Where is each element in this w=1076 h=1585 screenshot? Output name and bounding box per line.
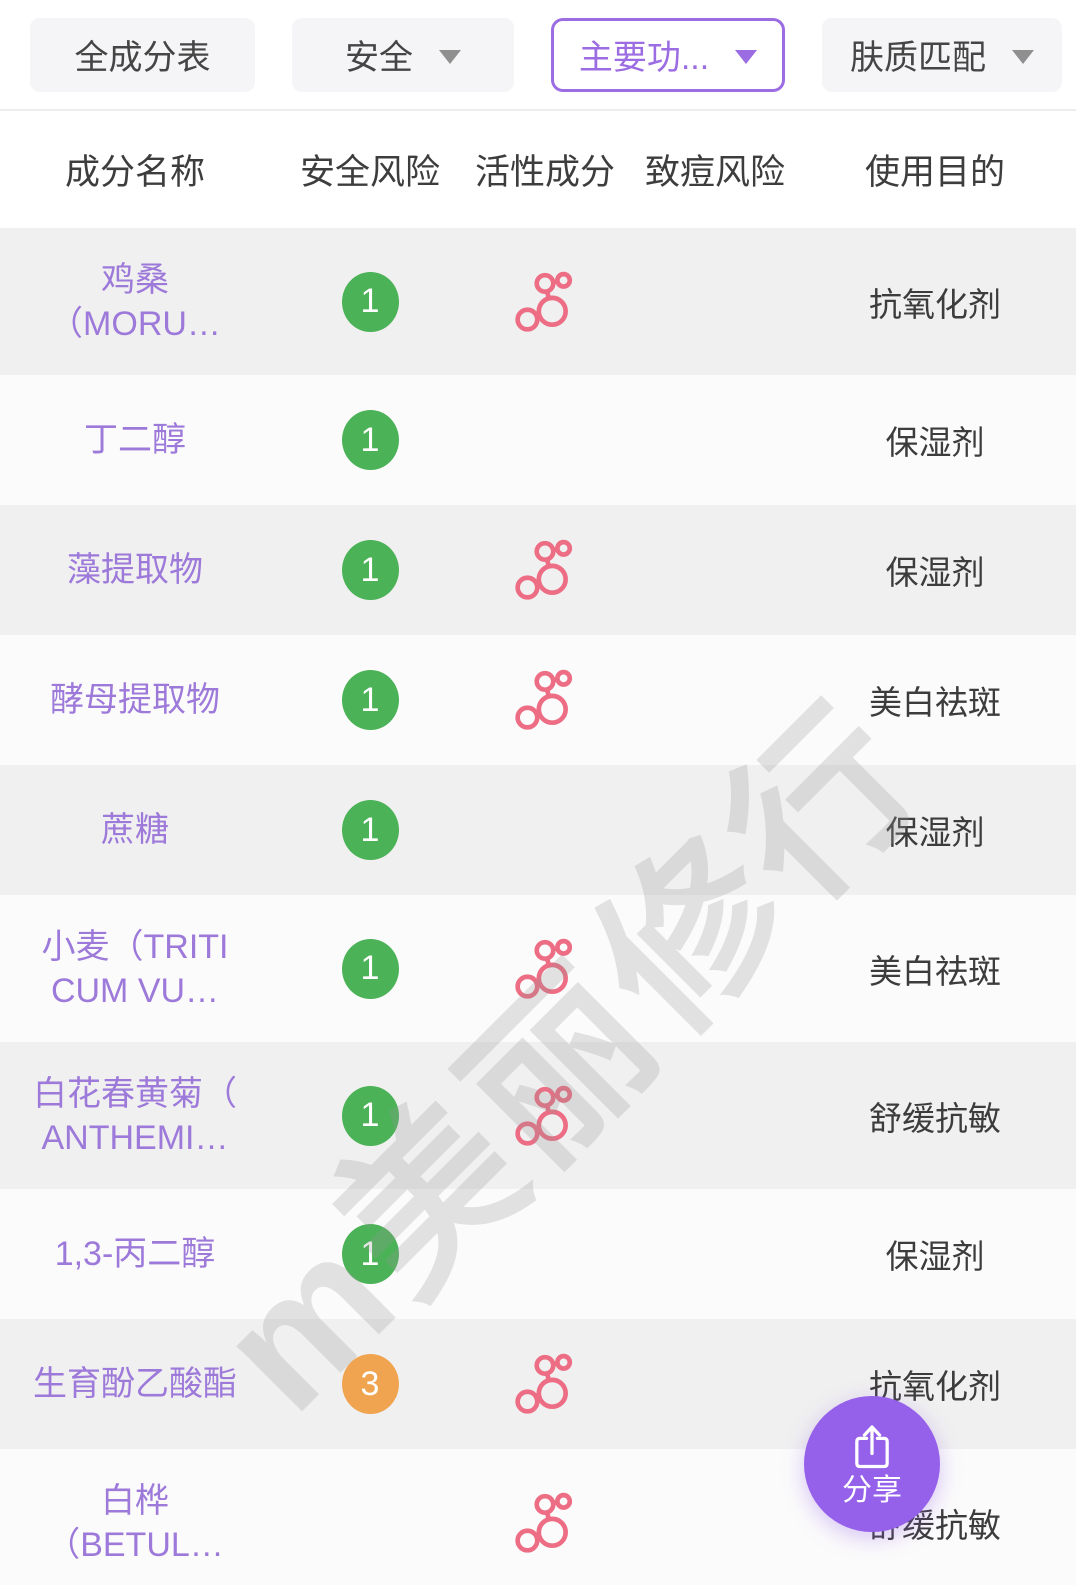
ingredient-name-line1: 白花春黄菊（: [33, 1074, 237, 1113]
tab-label: 肤质匹配: [850, 39, 986, 77]
column-header-safety-risk: 安全风险: [299, 153, 440, 192]
usage-purpose: 抗氧化剂: [869, 285, 1001, 323]
ingredient-name[interactable]: 白花春黄菊（ ANTHEMI…: [0, 1072, 270, 1160]
molecule-icon: [515, 1085, 573, 1146]
molecule-icon: [515, 539, 573, 600]
ingredient-name-line1: 丁二醇: [84, 421, 186, 459]
table-row[interactable]: 藻提取物 1 保湿剂: [0, 505, 1076, 635]
table-row[interactable]: 白花春黄菊（ ANTHEMI… 1 舒缓抗敏: [0, 1042, 1076, 1189]
tab-label: 全成分表: [74, 39, 211, 77]
table-row[interactable]: 丁二醇 1 保湿剂: [0, 375, 1076, 505]
ingredient-name-line1: 藻提取物: [67, 551, 203, 589]
ingredient-name-line1: 1,3-丙二醇: [54, 1235, 216, 1273]
safety-risk-cell: 1: [270, 271, 470, 332]
table-header-row: 成分名称 安全风险 活性成分 致痘风险 使用目的: [0, 111, 1076, 228]
molecule-icon: [515, 938, 573, 999]
ingredient-name[interactable]: 生育酚乙酸酯: [0, 1362, 270, 1406]
safety-risk-badge: 1: [341, 938, 399, 999]
ingredient-name-line1: 蔗糖: [101, 811, 169, 849]
tab-label: 安全: [345, 39, 413, 77]
active-ingredient-cell: [470, 408, 620, 472]
safety-risk-badge: 1: [341, 800, 399, 860]
ingredient-name[interactable]: 蔗糖: [0, 808, 270, 852]
column-header-usage-purpose: 使用目的: [864, 153, 1005, 192]
chevron-down-icon: [1012, 49, 1034, 64]
usage-purpose: 保湿剂: [885, 554, 985, 591]
usage-purpose: 保湿剂: [885, 424, 985, 461]
usage-purpose: 保湿剂: [885, 1238, 985, 1275]
ingredient-name[interactable]: 鸡桑 （MORU…: [0, 258, 270, 346]
molecule-icon: [515, 669, 573, 730]
molecule-icon: [515, 271, 573, 332]
active-ingredient-cell: [470, 1491, 620, 1555]
share-icon: [855, 1425, 889, 1469]
column-header-active-ingredient: 活性成分: [474, 153, 615, 192]
safety-risk-badge: 1: [341, 1224, 399, 1284]
safety-risk-badge: 1: [341, 670, 399, 730]
active-ingredient-cell: [470, 937, 620, 1001]
safety-risk-badge: 1: [341, 271, 399, 332]
tab-skin-type-match[interactable]: 肤质匹配: [822, 17, 1062, 92]
share-button-label: 分享: [842, 1474, 902, 1507]
tab-label: 主要功...: [578, 39, 710, 77]
table-row[interactable]: 酵母提取物 1 美白祛斑: [0, 635, 1076, 765]
ingredient-name[interactable]: 1,3-丙二醇: [0, 1232, 270, 1276]
chevron-down-icon: [735, 49, 758, 64]
table-row[interactable]: 小麦（TRITI CUM VU… 1 美白祛斑: [0, 895, 1076, 1042]
ingredient-name-line1: 生育酚乙酸酯: [33, 1365, 237, 1403]
safety-risk-cell: 3: [270, 1354, 470, 1414]
ingredient-name[interactable]: 藻提取物: [0, 548, 270, 592]
table-row[interactable]: 鸡桑 （MORU… 1 抗氧化剂: [0, 228, 1076, 375]
ingredient-name[interactable]: 丁二醇: [0, 418, 270, 462]
column-header-ingredient-name: 成分名称: [64, 153, 205, 192]
safety-risk-badge: 3: [341, 1354, 399, 1414]
active-ingredient-cell: [470, 1084, 620, 1148]
usage-purpose: 舒缓抗敏: [869, 1099, 1001, 1137]
ingredient-name-line1: 鸡桑: [101, 260, 169, 299]
table-row[interactable]: 蔗糖 1 保湿剂: [0, 765, 1076, 895]
safety-risk-badge: 1: [341, 1085, 399, 1146]
ingredient-name-line1: 酵母提取物: [50, 681, 220, 719]
safety-risk-cell: 1: [270, 800, 470, 860]
safety-risk-cell: 1: [270, 540, 470, 600]
table-row[interactable]: 1,3-丙二醇 1 保湿剂: [0, 1189, 1076, 1319]
ingredient-name[interactable]: 酵母提取物: [0, 678, 270, 722]
safety-risk-badge: 1: [341, 410, 399, 470]
ingredient-name-line2: （MORU…: [49, 304, 221, 343]
active-ingredient-cell: [470, 1222, 620, 1286]
ingredient-name-line2: （BETUL…: [46, 1525, 224, 1564]
ingredient-name-line2: ANTHEMI…: [41, 1118, 229, 1157]
tab-main-function[interactable]: 主要功...: [551, 17, 785, 92]
active-ingredient-cell: [470, 668, 620, 732]
safety-risk-cell: 1: [270, 938, 470, 999]
safety-risk-cell: 1: [270, 410, 470, 470]
ingredient-name-line1: 小麦（TRITI: [41, 927, 229, 966]
safety-risk-cell: 1: [270, 1224, 470, 1284]
filter-tabbar: 全成分表 安全 主要功... 肤质匹配: [0, 0, 1076, 111]
molecule-icon: [515, 1492, 573, 1553]
ingredient-name[interactable]: 白桦 （BETUL…: [0, 1479, 270, 1567]
active-ingredient-cell: [470, 270, 620, 334]
molecule-icon: [515, 1353, 573, 1414]
ingredient-table-body: 鸡桑 （MORU… 1 抗氧化剂 丁二醇: [0, 228, 1076, 1585]
ingredient-name-line2: CUM VU…: [50, 971, 220, 1010]
tab-safety[interactable]: 安全: [292, 17, 514, 92]
usage-purpose: 美白祛斑: [869, 952, 1001, 990]
active-ingredient-cell: [470, 1352, 620, 1416]
share-button[interactable]: 分享: [804, 1396, 940, 1532]
ingredient-name-line1: 白桦: [101, 1481, 169, 1520]
active-ingredient-cell: [470, 798, 620, 862]
safety-risk-cell: 1: [270, 1085, 470, 1146]
column-header-acne-risk: 致痘风险: [644, 153, 785, 192]
ingredient-name[interactable]: 小麦（TRITI CUM VU…: [0, 925, 270, 1013]
safety-risk-cell: 1: [270, 670, 470, 730]
active-ingredient-cell: [470, 538, 620, 602]
usage-purpose: 保湿剂: [885, 814, 985, 851]
usage-purpose: 美白祛斑: [869, 684, 1001, 721]
tab-full-ingredient-list[interactable]: 全成分表: [30, 17, 255, 92]
chevron-down-icon: [439, 49, 461, 64]
safety-risk-badge: 1: [341, 540, 399, 600]
